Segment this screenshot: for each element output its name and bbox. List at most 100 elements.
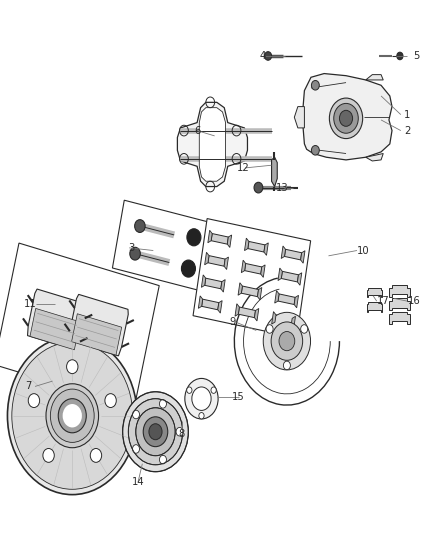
Polygon shape xyxy=(264,243,268,255)
Polygon shape xyxy=(254,309,259,321)
Circle shape xyxy=(50,389,94,442)
Polygon shape xyxy=(0,243,159,407)
Circle shape xyxy=(159,455,166,464)
Circle shape xyxy=(187,387,192,393)
Circle shape xyxy=(254,182,263,193)
Circle shape xyxy=(43,448,54,462)
Circle shape xyxy=(105,394,116,408)
Circle shape xyxy=(134,220,145,232)
Circle shape xyxy=(67,360,78,374)
Polygon shape xyxy=(28,289,87,351)
Polygon shape xyxy=(303,74,392,160)
Circle shape xyxy=(63,404,82,427)
Text: 11: 11 xyxy=(23,299,36,309)
Polygon shape xyxy=(281,271,298,282)
Circle shape xyxy=(185,378,218,419)
Polygon shape xyxy=(69,294,128,356)
Polygon shape xyxy=(294,107,304,128)
Text: 17: 17 xyxy=(377,296,390,306)
Polygon shape xyxy=(258,287,262,300)
Polygon shape xyxy=(218,301,222,313)
Circle shape xyxy=(136,408,175,456)
Polygon shape xyxy=(272,157,277,187)
Circle shape xyxy=(90,448,102,462)
Circle shape xyxy=(143,417,168,447)
Text: 3: 3 xyxy=(128,243,134,253)
Circle shape xyxy=(176,427,183,436)
Text: 15: 15 xyxy=(232,392,245,402)
Text: 5: 5 xyxy=(413,51,419,61)
Circle shape xyxy=(263,312,311,370)
Text: 14: 14 xyxy=(132,478,144,487)
Polygon shape xyxy=(238,307,255,318)
Circle shape xyxy=(283,361,290,370)
Polygon shape xyxy=(201,299,219,310)
Polygon shape xyxy=(227,235,232,247)
Circle shape xyxy=(149,424,162,440)
Polygon shape xyxy=(199,108,226,181)
Polygon shape xyxy=(278,268,283,280)
Text: 12: 12 xyxy=(237,163,250,173)
Text: 9: 9 xyxy=(229,318,235,327)
Polygon shape xyxy=(275,315,292,326)
Circle shape xyxy=(266,325,273,333)
Polygon shape xyxy=(201,275,206,287)
Polygon shape xyxy=(275,290,279,303)
Polygon shape xyxy=(193,219,311,338)
Polygon shape xyxy=(208,230,212,243)
Circle shape xyxy=(199,413,204,419)
Text: 13: 13 xyxy=(276,183,289,192)
Circle shape xyxy=(12,342,133,489)
Circle shape xyxy=(133,445,140,453)
Polygon shape xyxy=(224,257,229,270)
Polygon shape xyxy=(281,246,286,259)
Circle shape xyxy=(265,52,272,60)
Polygon shape xyxy=(389,298,410,310)
Polygon shape xyxy=(205,252,209,265)
Polygon shape xyxy=(291,316,296,329)
Polygon shape xyxy=(205,278,222,289)
Polygon shape xyxy=(389,285,410,297)
Polygon shape xyxy=(211,233,228,244)
Polygon shape xyxy=(285,249,302,260)
Polygon shape xyxy=(278,294,295,304)
Circle shape xyxy=(128,399,183,465)
Polygon shape xyxy=(177,102,247,187)
Polygon shape xyxy=(261,265,265,277)
Polygon shape xyxy=(71,314,122,355)
Polygon shape xyxy=(241,260,246,273)
Polygon shape xyxy=(221,280,225,292)
Circle shape xyxy=(334,103,358,133)
Polygon shape xyxy=(294,295,299,308)
Polygon shape xyxy=(113,200,210,290)
Text: 2: 2 xyxy=(404,126,410,135)
Text: 7: 7 xyxy=(25,382,32,391)
Circle shape xyxy=(311,80,319,90)
Circle shape xyxy=(28,394,40,408)
Circle shape xyxy=(7,337,137,495)
Circle shape xyxy=(192,387,211,410)
Text: 1: 1 xyxy=(404,110,410,119)
Text: 8: 8 xyxy=(179,430,185,439)
Polygon shape xyxy=(235,304,239,316)
Circle shape xyxy=(300,325,307,333)
Polygon shape xyxy=(245,263,262,274)
Polygon shape xyxy=(367,288,382,297)
Circle shape xyxy=(130,247,140,260)
Polygon shape xyxy=(198,296,203,309)
Polygon shape xyxy=(367,302,382,312)
Circle shape xyxy=(123,392,188,472)
Polygon shape xyxy=(272,312,276,324)
Polygon shape xyxy=(244,238,249,251)
Circle shape xyxy=(279,332,295,351)
Polygon shape xyxy=(238,282,242,295)
Text: 10: 10 xyxy=(357,246,370,255)
Circle shape xyxy=(329,98,363,139)
Circle shape xyxy=(311,146,319,155)
Text: 16: 16 xyxy=(407,296,420,306)
Circle shape xyxy=(46,384,99,448)
Polygon shape xyxy=(208,256,225,266)
Circle shape xyxy=(181,260,195,277)
Text: 6: 6 xyxy=(194,126,200,135)
Polygon shape xyxy=(30,309,80,350)
